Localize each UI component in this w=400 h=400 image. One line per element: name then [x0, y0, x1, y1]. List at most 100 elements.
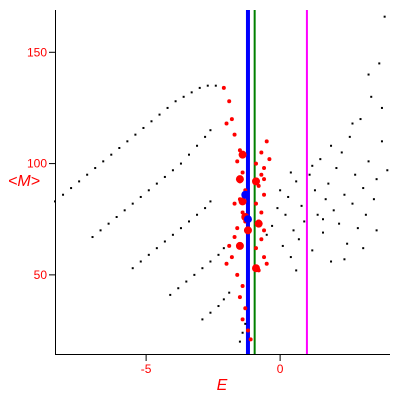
y-tick-label: 100	[27, 157, 47, 171]
data-point	[209, 200, 212, 203]
data-point	[214, 84, 217, 87]
data-point	[375, 229, 378, 232]
data-point	[198, 86, 201, 89]
data-point	[86, 173, 89, 176]
data-point	[262, 255, 267, 260]
data-point	[171, 169, 174, 172]
data-point	[364, 213, 367, 216]
data-point	[182, 95, 185, 98]
data-point	[139, 260, 142, 263]
data-point	[99, 229, 102, 232]
data-point	[110, 153, 113, 156]
data-point	[147, 189, 150, 192]
data-point	[107, 222, 110, 225]
data-point	[308, 173, 311, 176]
data-point	[169, 293, 172, 296]
data-point	[238, 197, 247, 206]
y-tick-label: 150	[27, 45, 47, 59]
data-point	[248, 337, 253, 342]
data-point	[289, 256, 292, 259]
data-point	[354, 173, 357, 176]
data-point	[276, 207, 279, 210]
data-point	[319, 158, 322, 161]
data-point	[259, 172, 264, 177]
data-point	[241, 190, 250, 199]
data-point	[235, 226, 240, 231]
data-point	[322, 218, 324, 221]
data-point	[370, 95, 373, 98]
data-point	[367, 73, 370, 76]
data-point	[158, 113, 161, 116]
data-point	[386, 169, 389, 172]
data-point	[380, 140, 383, 143]
data-point	[123, 209, 126, 212]
data-points	[54, 15, 389, 343]
data-point	[62, 193, 65, 196]
data-point	[174, 100, 177, 103]
data-point	[91, 236, 94, 239]
data-point	[126, 140, 129, 143]
data-point	[316, 213, 319, 216]
data-point	[70, 187, 73, 190]
data-point	[118, 147, 121, 149]
data-point	[228, 291, 231, 294]
data-point	[289, 171, 292, 174]
data-point	[155, 182, 158, 185]
data-point	[244, 322, 247, 325]
data-point	[343, 193, 346, 196]
data-point	[232, 235, 237, 240]
data-point	[238, 150, 247, 159]
data-point	[383, 15, 386, 18]
data-point	[335, 167, 338, 170]
data-point	[259, 237, 264, 242]
data-point	[115, 216, 118, 218]
data-point	[222, 298, 225, 301]
data-point	[240, 284, 245, 288]
data-point	[359, 118, 362, 121]
data-point	[196, 144, 199, 147]
data-point	[254, 161, 258, 166]
x-axis-title: E	[217, 377, 228, 394]
data-point	[324, 198, 327, 201]
x-tick-label: -5	[141, 362, 152, 376]
y-axis-title: <M>	[8, 173, 40, 190]
data-point	[227, 99, 232, 104]
x-tick-label: 0	[277, 362, 284, 376]
data-point	[262, 192, 267, 197]
data-point	[177, 287, 180, 290]
data-point	[217, 305, 220, 308]
data-point	[340, 151, 343, 154]
data-point	[252, 264, 260, 273]
data-point	[171, 233, 174, 236]
data-point	[292, 229, 295, 232]
axis-ticks: -5 0 50 100 150	[27, 45, 284, 376]
data-point	[240, 317, 245, 322]
data-point	[372, 198, 375, 201]
data-point	[351, 122, 354, 125]
data-point	[346, 242, 349, 245]
data-point	[224, 261, 229, 266]
data-point	[284, 213, 287, 216]
data-point	[330, 144, 333, 147]
data-point	[295, 269, 298, 272]
data-point	[375, 178, 378, 181]
data-point	[252, 177, 260, 186]
data-point	[185, 280, 188, 283]
data-point	[362, 247, 365, 250]
data-point	[229, 255, 234, 260]
data-point	[264, 139, 269, 144]
data-point	[241, 331, 244, 334]
data-point	[235, 241, 244, 250]
data-point	[139, 195, 142, 198]
data-point	[224, 121, 229, 126]
data-point	[134, 133, 137, 136]
data-point	[94, 167, 97, 170]
data-point	[196, 213, 199, 216]
data-point	[232, 132, 237, 137]
data-point	[150, 120, 153, 123]
data-point	[351, 202, 354, 205]
data-point	[179, 227, 182, 230]
data-point	[279, 189, 282, 192]
data-point	[254, 246, 258, 251]
data-point	[311, 164, 314, 167]
